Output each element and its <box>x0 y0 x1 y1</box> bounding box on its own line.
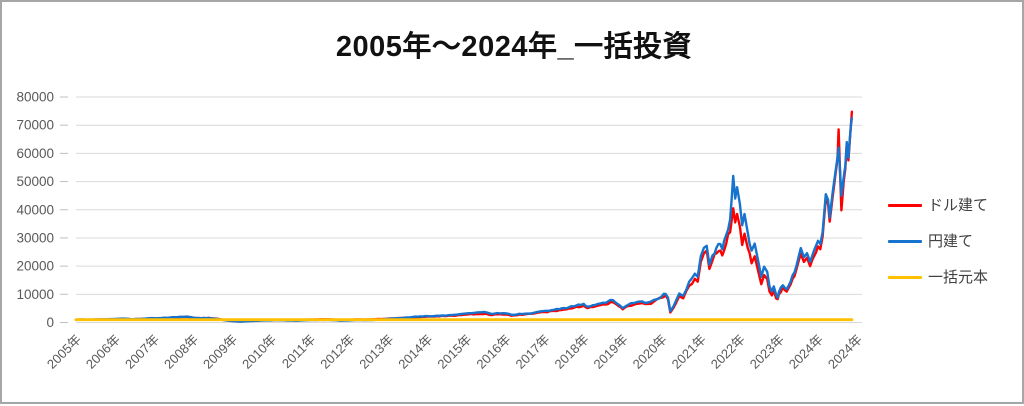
x-tick-label: 2013年 <box>356 332 396 372</box>
y-tick-label: 60000 <box>16 146 54 161</box>
x-tick-label: 2017年 <box>512 332 552 372</box>
x-tick-label: 2024年 <box>825 332 865 372</box>
y-tick-label: 10000 <box>16 287 54 302</box>
legend-item-principal: 一括元本 <box>888 270 988 285</box>
y-tick-label: 30000 <box>16 230 54 245</box>
legend-line-swatch-principal <box>888 276 922 279</box>
x-tick-label: 2005年 <box>44 332 84 372</box>
x-tick-label: 2024年 <box>786 332 826 372</box>
x-tick-label: 2012年 <box>317 332 357 372</box>
chart-title: 2005年～2024年_一括投資 <box>335 31 693 63</box>
y-tick-label: 80000 <box>16 90 54 105</box>
chart-legend: ドル建て 円建て 一括元本 <box>888 198 988 285</box>
y-tick-label: 40000 <box>16 202 54 217</box>
legend-item-dollar: ドル建て <box>888 198 988 213</box>
legend-item-yen: 円建て <box>888 234 988 249</box>
x-tick-label: 2006年 <box>83 332 123 372</box>
x-tick-label: 2021年 <box>669 332 709 372</box>
x-tick-label: 2009年 <box>200 332 240 372</box>
series-line-1 <box>74 116 854 323</box>
x-tick-label: 2022年 <box>708 332 748 372</box>
x-tick-label: 2011年 <box>279 332 319 372</box>
x-tick-label: 2015年 <box>434 332 474 372</box>
series-line-0 <box>74 110 854 323</box>
x-tick-label: 2016年 <box>473 332 513 372</box>
x-tick-label: 2007年 <box>122 332 162 372</box>
legend-label-principal: 一括元本 <box>928 269 989 286</box>
legend-line-swatch-dollar <box>888 204 922 207</box>
x-tick-label: 2018年 <box>552 332 592 372</box>
x-tick-label: 2023年 <box>747 332 787 372</box>
legend-label-yen: 円建て <box>928 233 974 250</box>
legend-line-swatch-yen <box>888 240 922 243</box>
y-tick-label: 70000 <box>16 118 54 133</box>
x-tick-label: 2010年 <box>239 332 279 372</box>
legend-label-dollar: ドル建て <box>928 197 989 214</box>
y-tick-label: 50000 <box>16 174 54 189</box>
x-tick-label: 2014年 <box>395 332 435 372</box>
x-tick-label: 2020年 <box>630 332 670 372</box>
y-tick-label: 20000 <box>16 259 54 274</box>
y-tick-label: 0 <box>46 315 54 330</box>
x-tick-label: 2008年 <box>161 332 201 372</box>
x-tick-label: 2019年 <box>591 332 631 372</box>
